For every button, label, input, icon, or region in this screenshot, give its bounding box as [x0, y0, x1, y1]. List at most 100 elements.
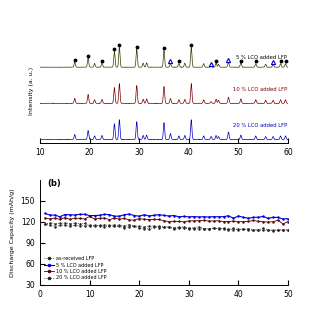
20 % LCO added LFP: [197, 225, 201, 229]
as-received LFP: [261, 228, 265, 232]
as-received LFP: [187, 226, 191, 230]
10 % LCO added LFP: [222, 220, 226, 224]
as-received LFP: [137, 226, 141, 230]
5 % LCO added LFP: [246, 216, 250, 220]
10 % LCO added LFP: [113, 216, 116, 220]
as-received LFP: [93, 224, 97, 228]
as-received LFP: [113, 225, 116, 228]
as-received LFP: [68, 224, 72, 228]
20 % LCO added LFP: [207, 227, 211, 231]
5 % LCO added LFP: [147, 214, 151, 218]
as-received LFP: [276, 228, 280, 232]
5 % LCO added LFP: [108, 213, 111, 217]
10 % LCO added LFP: [147, 218, 151, 221]
10 % LCO added LFP: [236, 220, 240, 224]
5 % LCO added LFP: [286, 217, 290, 220]
as-received LFP: [88, 224, 92, 228]
5 % LCO added LFP: [182, 214, 186, 218]
5 % LCO added LFP: [177, 215, 181, 219]
5 % LCO added LFP: [88, 214, 92, 218]
10 % LCO added LFP: [172, 220, 176, 223]
5 % LCO added LFP: [137, 214, 141, 218]
as-received LFP: [252, 228, 255, 232]
20 % LCO added LFP: [252, 228, 255, 232]
10 % LCO added LFP: [162, 219, 166, 223]
10 % LCO added LFP: [53, 216, 57, 220]
10 % LCO added LFP: [266, 220, 270, 224]
5 % LCO added LFP: [63, 212, 67, 216]
10 % LCO added LFP: [137, 217, 141, 220]
5 % LCO added LFP: [192, 215, 196, 219]
5 % LCO added LFP: [157, 213, 161, 217]
20 % LCO added LFP: [162, 225, 166, 229]
10 % LCO added LFP: [227, 220, 230, 223]
as-received LFP: [246, 228, 250, 232]
as-received LFP: [212, 226, 216, 230]
5 % LCO added LFP: [187, 215, 191, 219]
10 % LCO added LFP: [102, 216, 106, 220]
as-received LFP: [157, 224, 161, 228]
20 % LCO added LFP: [147, 224, 151, 228]
20 % LCO added LFP: [236, 227, 240, 231]
10 % LCO added LFP: [83, 217, 86, 221]
10 % LCO added LFP: [157, 218, 161, 221]
as-received LFP: [227, 228, 230, 231]
20 % LCO added LFP: [48, 221, 52, 225]
20 % LCO added LFP: [122, 224, 126, 228]
10 % LCO added LFP: [63, 216, 67, 220]
20 % LCO added LFP: [58, 221, 62, 225]
Line: 5 % LCO added LFP: 5 % LCO added LFP: [44, 212, 289, 220]
as-received LFP: [172, 226, 176, 230]
10 % LCO added LFP: [68, 217, 72, 221]
10 % LCO added LFP: [256, 219, 260, 223]
20 % LCO added LFP: [152, 224, 156, 228]
Legend: as-received LFP, 5 % LCO added LFP, 10 % LCO added LFP, 20 % LCO added LFP: as-received LFP, 5 % LCO added LFP, 10 %…: [43, 254, 108, 282]
Line: as-received LFP: as-received LFP: [44, 223, 289, 231]
as-received LFP: [83, 224, 86, 228]
5 % LCO added LFP: [266, 216, 270, 220]
20 % LCO added LFP: [187, 227, 191, 231]
as-received LFP: [177, 225, 181, 229]
10 % LCO added LFP: [217, 219, 220, 223]
as-received LFP: [256, 228, 260, 232]
as-received LFP: [58, 223, 62, 227]
20 % LCO added LFP: [227, 228, 230, 232]
5 % LCO added LFP: [281, 217, 285, 221]
20 % LCO added LFP: [172, 227, 176, 230]
20 % LCO added LFP: [222, 227, 226, 230]
5 % LCO added LFP: [68, 213, 72, 217]
as-received LFP: [78, 224, 82, 228]
20 % LCO added LFP: [68, 222, 72, 226]
as-received LFP: [197, 227, 201, 231]
10 % LCO added LFP: [58, 218, 62, 221]
10 % LCO added LFP: [202, 219, 206, 222]
20 % LCO added LFP: [63, 221, 67, 225]
5 % LCO added LFP: [212, 215, 216, 219]
10 % LCO added LFP: [48, 217, 52, 221]
20 % LCO added LFP: [167, 225, 171, 229]
as-received LFP: [73, 223, 77, 227]
5 % LCO added LFP: [276, 216, 280, 220]
5 % LCO added LFP: [162, 213, 166, 217]
as-received LFP: [117, 225, 121, 228]
10 % LCO added LFP: [187, 219, 191, 223]
5 % LCO added LFP: [78, 212, 82, 216]
as-received LFP: [43, 222, 47, 226]
20 % LCO added LFP: [217, 226, 220, 230]
10 % LCO added LFP: [232, 219, 236, 223]
20 % LCO added LFP: [102, 223, 106, 227]
Y-axis label: Intensity (a. u.): Intensity (a. u.): [29, 67, 35, 115]
20 % LCO added LFP: [182, 225, 186, 228]
10 % LCO added LFP: [241, 220, 245, 224]
Line: 20 % LCO added LFP: 20 % LCO added LFP: [44, 222, 289, 232]
as-received LFP: [162, 225, 166, 229]
20 % LCO added LFP: [78, 222, 82, 226]
5 % LCO added LFP: [271, 215, 275, 219]
20 % LCO added LFP: [276, 228, 280, 232]
20 % LCO added LFP: [246, 227, 250, 230]
20 % LCO added LFP: [132, 224, 136, 228]
10 % LCO added LFP: [142, 217, 146, 221]
20 % LCO added LFP: [261, 227, 265, 230]
5 % LCO added LFP: [207, 215, 211, 219]
5 % LCO added LFP: [73, 213, 77, 217]
